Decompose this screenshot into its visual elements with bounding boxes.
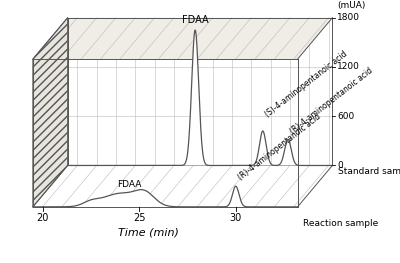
- Text: 20: 20: [36, 213, 49, 223]
- Text: 1800: 1800: [337, 13, 360, 22]
- Text: Standard sample: Standard sample: [338, 167, 400, 176]
- Text: 30: 30: [230, 213, 242, 223]
- Text: Time (min): Time (min): [118, 227, 179, 237]
- Text: FDAA: FDAA: [182, 15, 208, 25]
- Text: (R)-4-aminopentanoic acid: (R)-4-aminopentanoic acid: [289, 66, 375, 136]
- Text: (R)-4-aminopentanoic acid: (R)-4-aminopentanoic acid: [237, 112, 323, 182]
- Text: (mUA): (mUA): [337, 1, 366, 10]
- Polygon shape: [33, 18, 68, 207]
- Text: 0: 0: [337, 161, 343, 170]
- Text: (S)-4-aminopentanoic acid: (S)-4-aminopentanoic acid: [264, 50, 349, 119]
- Text: 600: 600: [337, 112, 354, 121]
- Text: 25: 25: [133, 213, 145, 223]
- Polygon shape: [33, 18, 332, 59]
- Polygon shape: [68, 30, 332, 165]
- Text: Reaction sample: Reaction sample: [303, 219, 379, 228]
- Polygon shape: [68, 18, 332, 165]
- Text: FDAA: FDAA: [117, 180, 142, 189]
- Text: 1200: 1200: [337, 63, 360, 72]
- Polygon shape: [33, 186, 298, 207]
